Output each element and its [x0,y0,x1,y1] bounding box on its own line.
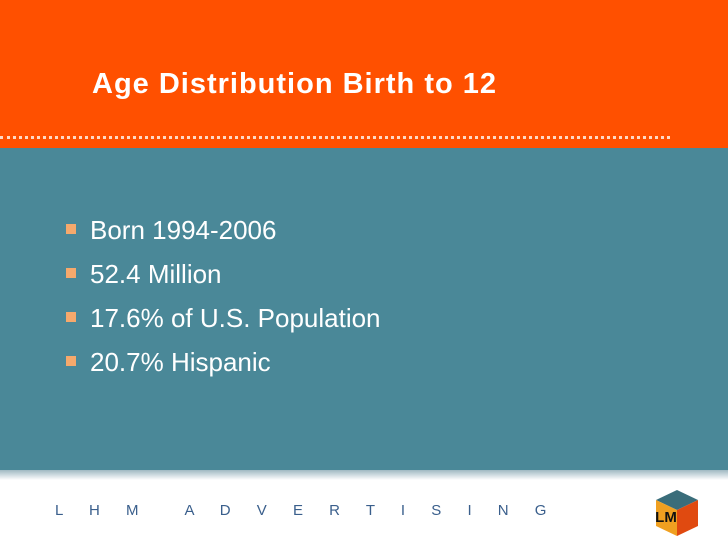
dotted-rule [0,136,670,139]
footer-word: A D V E R T I S I N G [184,502,547,519]
bullet-item: Born 1994-2006 [66,210,381,254]
bullet-item: 17.6% of U.S. Population [66,298,381,342]
content-band [0,148,728,470]
header-band: Age Distribution Birth to 12 [0,0,728,148]
band-shadow [0,470,728,480]
slide-title: Age Distribution Birth to 12 [92,68,497,100]
bullet-item: 52.4 Million [66,254,381,298]
footer-word: L H M [55,502,139,519]
bullet-list: Born 1994-2006 52.4 Million 17.6% of U.S. … [66,210,381,386]
bullet-item: 20.7% Hispanic [66,342,381,386]
logo-text: LM [655,509,677,526]
logo: LM [655,490,698,536]
